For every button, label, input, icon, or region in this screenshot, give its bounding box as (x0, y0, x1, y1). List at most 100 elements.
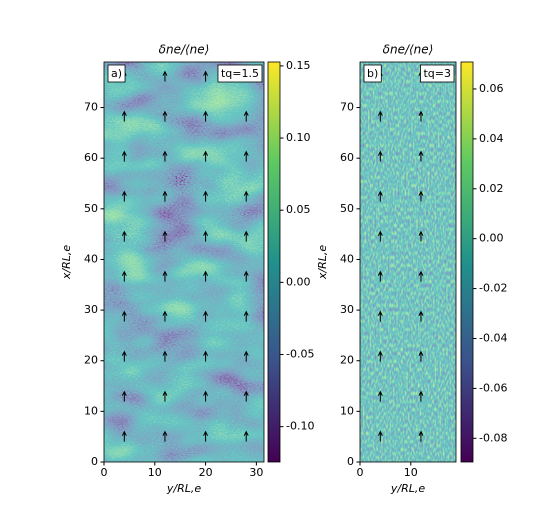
arrow (121, 310, 127, 322)
arrow (203, 150, 209, 162)
colorbar-tick-label: 0.04 (479, 132, 504, 145)
colorbar-tick-label: -0.05 (286, 347, 314, 360)
arrow (121, 230, 127, 242)
arrow (418, 110, 424, 122)
arrow (243, 110, 249, 122)
colorbar-tick-label: -0.10 (286, 420, 314, 433)
y-axis-label: x/RL,e (316, 245, 329, 280)
y-tick-label: 10 (84, 404, 98, 417)
arrow (418, 230, 424, 242)
colorbar-tick-label: 0.10 (286, 131, 311, 144)
arrow (377, 230, 383, 242)
y-tick-label: 0 (347, 455, 354, 468)
label-box (363, 64, 382, 83)
arrow (243, 190, 249, 202)
arrow (377, 110, 383, 122)
colorbar (460, 61, 474, 463)
arrow (203, 390, 209, 402)
y-tick-label: 0 (91, 455, 98, 468)
arrow (203, 230, 209, 242)
arrow (203, 190, 209, 202)
arrow (243, 270, 249, 282)
arrow (203, 430, 209, 442)
colorbar-tick-label: -0.08 (479, 431, 507, 444)
arrow (418, 150, 424, 162)
arrow (121, 190, 127, 202)
axes-frame (359, 61, 457, 463)
arrow (377, 270, 383, 282)
arrow (377, 310, 383, 322)
arrow (162, 390, 168, 402)
arrow (121, 150, 127, 162)
arrow (121, 390, 127, 402)
arrow (203, 110, 209, 122)
arrow (162, 430, 168, 442)
arrow (243, 430, 249, 442)
arrow (243, 230, 249, 242)
arrow (121, 430, 127, 442)
heatmap-field (360, 62, 456, 462)
x-tick-label: 0 (357, 466, 364, 479)
arrow (203, 70, 209, 82)
arrow (243, 390, 249, 402)
y-tick-label: 40 (340, 252, 354, 265)
arrow (203, 270, 209, 282)
y-tick-label: 60 (84, 151, 98, 164)
arrow (203, 350, 209, 362)
y-tick-label: 70 (84, 101, 98, 114)
arrow (243, 310, 249, 322)
arrow (418, 390, 424, 402)
y-tick-label: 30 (84, 303, 98, 316)
label-box (420, 64, 455, 83)
panel-label: b) (367, 67, 378, 80)
colorbar-tick-label: 0.02 (479, 182, 504, 195)
arrow (162, 110, 168, 122)
colorbar-tick-label: 0.05 (286, 203, 311, 216)
x-tick-label: 30 (249, 466, 263, 479)
colorbar-tick-label: 0.06 (479, 82, 504, 95)
arrow (162, 70, 168, 82)
arrow (162, 230, 168, 242)
x-tick-label: 0 (101, 466, 108, 479)
axes-frame (103, 61, 265, 463)
colorbar-tick-label: -0.02 (479, 282, 507, 295)
y-tick-label: 30 (340, 303, 354, 316)
arrow (121, 270, 127, 282)
y-tick-label: 10 (340, 404, 354, 417)
arrow (418, 190, 424, 202)
annotation: tq=1.5 (221, 67, 259, 80)
arrow (418, 270, 424, 282)
arrow (162, 190, 168, 202)
y-tick-label: 20 (84, 354, 98, 367)
panel-title: δne/⟨ne⟩ (159, 43, 210, 57)
colorbar (267, 61, 281, 463)
colorbar-tick-label: -0.04 (479, 331, 507, 344)
x-axis-label: y/RL,e (166, 482, 201, 495)
y-tick-label: 70 (340, 101, 354, 114)
panel-title: δne/⟨ne⟩ (383, 43, 434, 57)
x-tick-label: 20 (199, 466, 213, 479)
arrow (162, 270, 168, 282)
y-tick-label: 60 (340, 151, 354, 164)
y-axis-label: x/RL,e (60, 245, 73, 280)
arrow (162, 310, 168, 322)
arrow (377, 390, 383, 402)
arrow (418, 350, 424, 362)
arrow (377, 150, 383, 162)
colorbar-tick-label: 0.00 (286, 275, 311, 288)
arrow (418, 310, 424, 322)
x-tick-label: 10 (148, 466, 162, 479)
arrow (121, 110, 127, 122)
y-tick-label: 50 (340, 202, 354, 215)
y-tick-label: 20 (340, 354, 354, 367)
arrow (377, 350, 383, 362)
y-tick-label: 50 (84, 202, 98, 215)
arrow (377, 190, 383, 202)
colorbar-tick-label: 0.00 (479, 232, 504, 245)
label-box (107, 64, 126, 83)
colorbar-tick-label: -0.06 (479, 381, 507, 394)
panel-label: a) (111, 67, 122, 80)
arrow (243, 150, 249, 162)
arrow (203, 310, 209, 322)
